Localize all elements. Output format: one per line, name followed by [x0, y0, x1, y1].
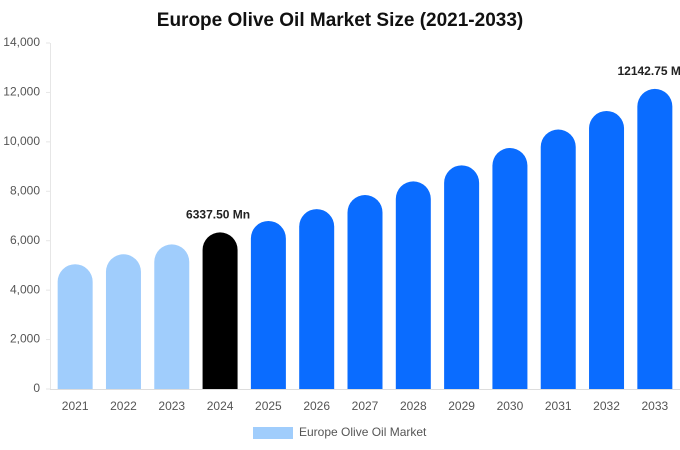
x-tick-label: 2033: [641, 399, 668, 413]
y-tick-label: 8,000: [10, 183, 40, 197]
x-tick-label: 2032: [593, 399, 620, 413]
chart-title: Europe Olive Oil Market Size (2021-2033): [157, 10, 523, 31]
legend-swatch: [253, 427, 293, 439]
y-tick-label: 4,000: [10, 282, 40, 296]
y-tick-label: 10,000: [3, 134, 40, 148]
bar: [444, 165, 480, 389]
x-tick-label: 2022: [110, 399, 137, 413]
y-tick-label: 6,000: [10, 233, 40, 247]
bar: [540, 129, 576, 389]
bar: [347, 194, 383, 389]
y-tick-label: 14,000: [3, 35, 40, 49]
bar: [105, 254, 141, 389]
x-tick-label: 2028: [400, 399, 427, 413]
bar: [299, 209, 335, 389]
bar: [589, 110, 625, 389]
data-label: 12142.75 Mn: [617, 64, 680, 78]
y-tick-label: 2,000: [10, 332, 40, 346]
x-tick-label: 2029: [448, 399, 475, 413]
x-tick-label: 2030: [497, 399, 524, 413]
bar: [250, 220, 286, 389]
legend-label: Europe Olive Oil Market: [299, 425, 427, 439]
bar: [57, 264, 93, 389]
x-tick-label: 2025: [255, 399, 282, 413]
bar: [492, 148, 528, 389]
x-tick-label: 2021: [62, 399, 89, 413]
bar: [637, 88, 673, 389]
y-tick-label: 12,000: [3, 85, 40, 99]
y-tick-label: 0: [33, 381, 40, 395]
x-tick-label: 2024: [207, 399, 234, 413]
x-tick-label: 2023: [158, 399, 185, 413]
x-tick-label: 2026: [303, 399, 330, 413]
bar: [154, 244, 190, 389]
bar: [202, 232, 238, 389]
x-tick-label: 2031: [545, 399, 572, 413]
bar: [395, 181, 431, 389]
x-tick-label: 2027: [352, 399, 379, 413]
data-label: 6337.50 Mn: [186, 208, 250, 222]
